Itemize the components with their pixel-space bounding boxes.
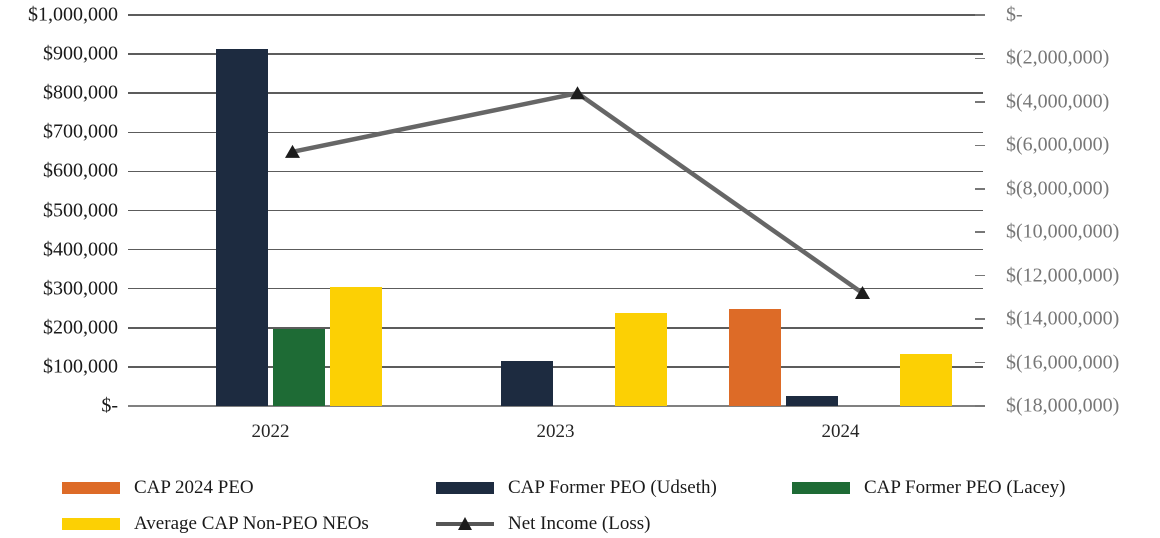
legend-item-cap-2024-peo: CAP 2024 PEO <box>62 477 254 498</box>
triangle-marker-icon <box>285 144 300 158</box>
right-axis-tick-label: $(10,000,000) <box>1006 220 1120 243</box>
left-axis-tick-label: $400,000 <box>43 238 118 261</box>
right-axis-tick-label: $(14,000,000) <box>1006 307 1120 330</box>
x-axis-line <box>128 405 983 407</box>
legend-label: CAP Former PEO (Lacey) <box>864 477 1066 498</box>
right-axis-tick-mark <box>975 14 985 16</box>
right-axis-tick-label: $(2,000,000) <box>1006 46 1110 69</box>
bar-cap-former-peo-udseth-2022 <box>216 49 268 406</box>
plot-area <box>128 14 985 407</box>
gridline <box>128 53 983 55</box>
right-axis-tick-mark <box>975 231 985 233</box>
bar-cap-former-peo-udseth-2023 <box>501 361 553 406</box>
right-axis-tick-label: $(4,000,000) <box>1006 90 1110 113</box>
bar-average-cap-non-peo-neos-2022 <box>330 286 382 406</box>
bar-average-cap-non-peo-neos-2023 <box>615 313 667 406</box>
right-axis-tick-mark <box>975 405 985 407</box>
bar-cap-2024-peo-2024 <box>729 309 781 406</box>
right-axis-tick-label: $(18,000,000) <box>1006 394 1120 417</box>
bar-cap-former-peo-lacey-2022 <box>273 329 325 406</box>
right-axis-tick-mark <box>975 101 985 103</box>
right-axis-tick-label: $(6,000,000) <box>1006 133 1110 156</box>
line-with-triangle-marker-icon <box>436 517 494 531</box>
right-axis-tick-label: $(12,000,000) <box>1006 264 1120 287</box>
left-axis-tick-label: $- <box>101 394 118 417</box>
legend-item-cap-former-peo-lacey: CAP Former PEO (Lacey) <box>792 477 1066 498</box>
right-axis-tick-mark <box>975 144 985 147</box>
legend-label: CAP 2024 PEO <box>134 477 254 498</box>
left-axis-tick-label: $500,000 <box>43 199 118 221</box>
legend-label: Net Income (Loss) <box>508 513 651 534</box>
right-axis-tick-mark <box>975 361 985 364</box>
x-axis-category-label: 2022 <box>251 421 290 442</box>
x-axis-category-label: 2023 <box>536 421 575 442</box>
right-axis-tick-label: $(8,000,000) <box>1006 177 1110 200</box>
left-axis-tick-label: $900,000 <box>43 42 118 65</box>
bar-average-cap-non-peo-neos-2024 <box>900 353 952 406</box>
legend-item-cap-former-peo-udseth: CAP Former PEO (Udseth) <box>436 477 717 498</box>
cap-former-peo-lacey-swatch <box>792 482 850 494</box>
legend-label: Average CAP Non-PEO NEOs <box>134 513 369 534</box>
left-axis-tick-label: $700,000 <box>43 120 118 143</box>
cap-former-peo-udseth-swatch <box>436 482 494 494</box>
legend-label: CAP Former PEO (Udseth) <box>508 477 717 498</box>
left-axis-tick-label: $300,000 <box>43 277 118 300</box>
legend-item-net-income-loss: Net Income (Loss) <box>436 513 651 534</box>
legend-item-average-cap-non-peo-neos: Average CAP Non-PEO NEOs <box>62 513 369 534</box>
average-cap-non-peo-neos-swatch <box>62 518 120 530</box>
gridline <box>128 14 983 16</box>
line-segment <box>292 90 864 295</box>
right-axis-tick-mark <box>975 274 985 277</box>
gridline <box>128 366 983 368</box>
right-axis-tick-label: $- <box>1006 3 1023 26</box>
x-axis-category-label: 2024 <box>821 421 860 442</box>
left-axis-tick-label: $200,000 <box>43 316 118 339</box>
left-axis-tick-label: $100,000 <box>43 355 118 378</box>
bar-cap-former-peo-udseth-2024 <box>786 395 838 406</box>
right-axis-tick-label: $(16,000,000) <box>1006 351 1120 374</box>
right-axis-tick-mark <box>975 57 985 60</box>
left-axis-tick-label: $1,000,000 <box>28 3 118 26</box>
gridline <box>128 327 983 329</box>
right-axis-tick-mark <box>975 318 985 320</box>
left-axis-tick-label: $800,000 <box>43 81 118 104</box>
cap-2024-peo-swatch <box>62 482 120 494</box>
legend-triangle-icon <box>458 517 472 530</box>
left-axis-tick-label: $600,000 <box>43 159 118 182</box>
right-axis-tick-mark <box>975 188 985 190</box>
